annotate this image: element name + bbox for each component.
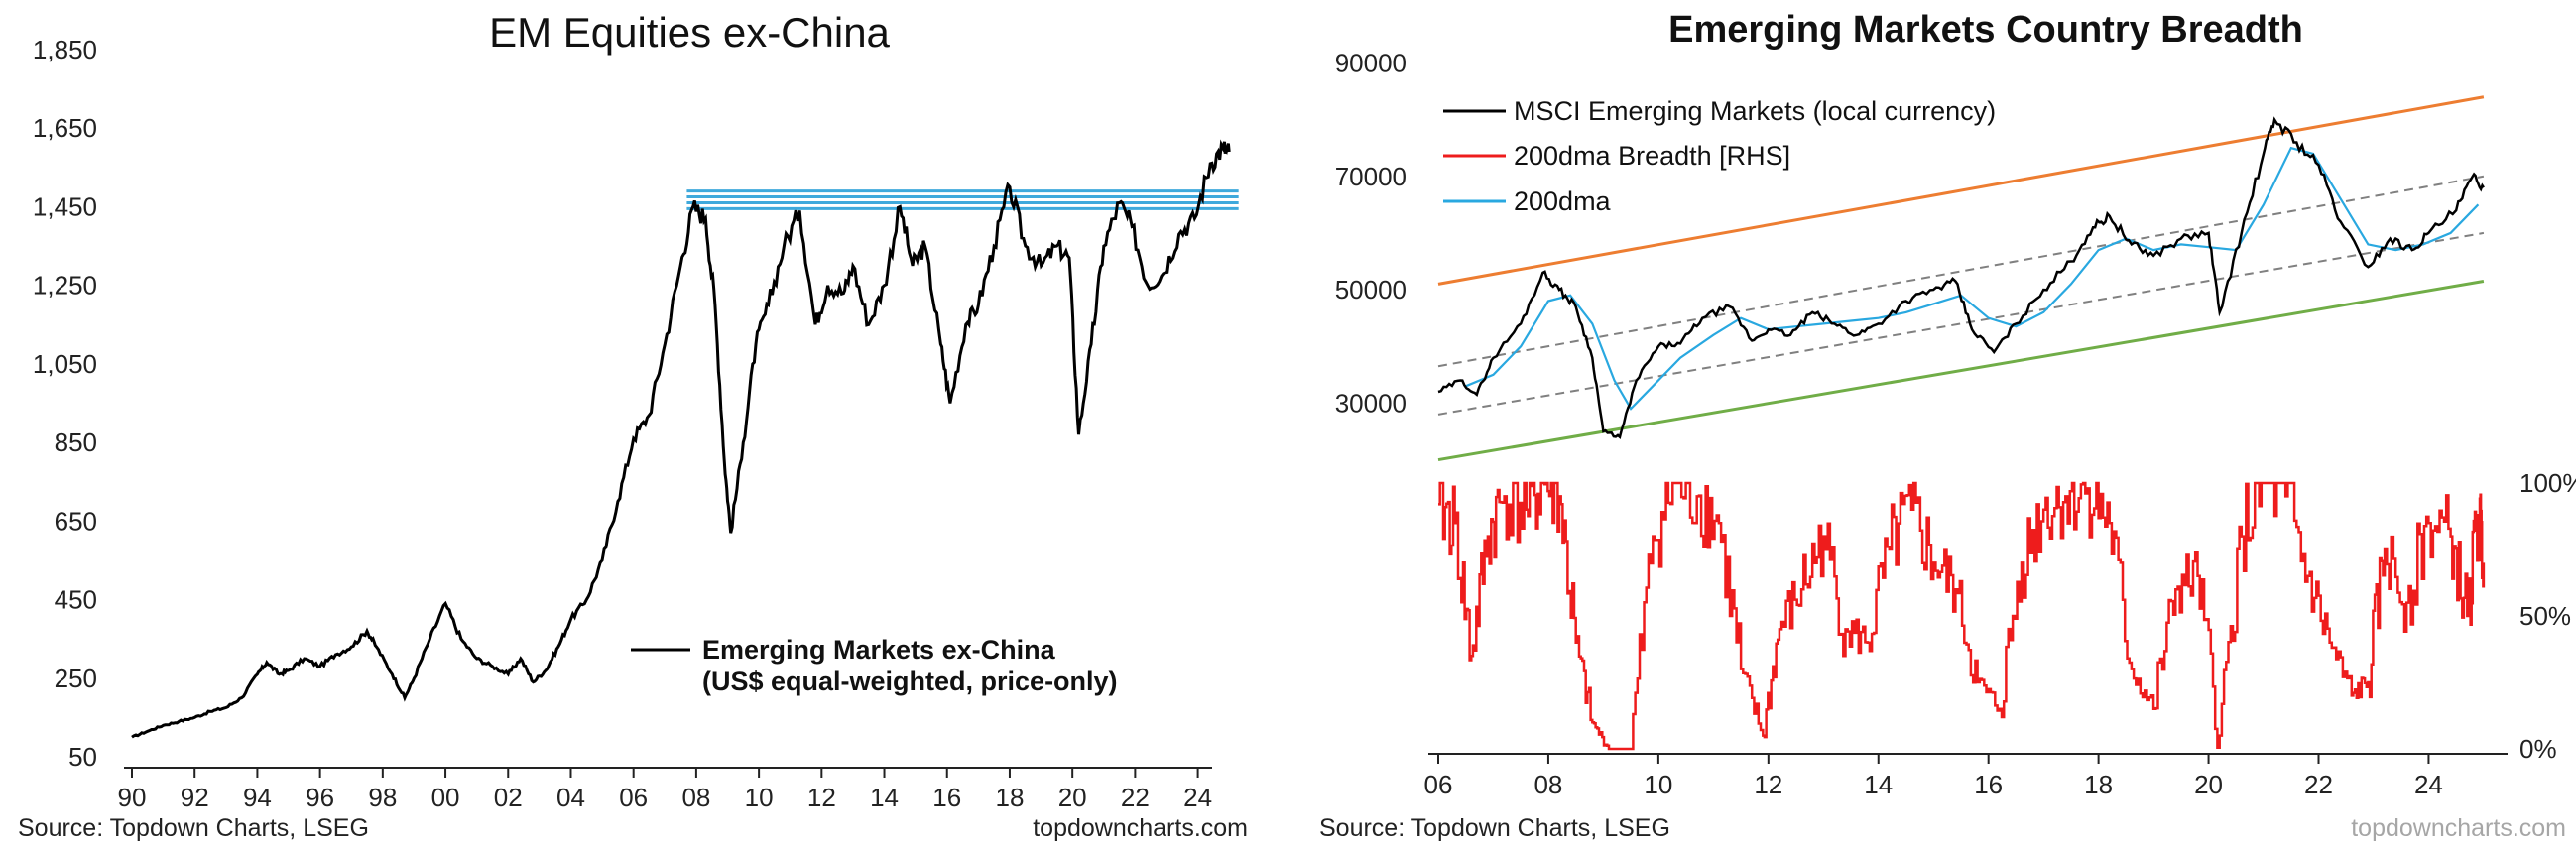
right-left-y-axis: 90000 70000 50000 30000	[1335, 48, 1407, 418]
left-x-tick-label: 04	[556, 783, 585, 812]
em-country-breadth-chart: Emerging Markets Country Breadth 90000 70…	[1319, 9, 2576, 842]
right-left-y-tick-label: 90000	[1335, 48, 1407, 77]
right-x-axis: 06 08 10 12 14 16 18 20 22 24	[1424, 754, 2443, 799]
channel-dashed-line	[1437, 175, 2485, 368]
right-left-y-tick-label: 50000	[1335, 275, 1407, 304]
trend-channel	[1437, 95, 2485, 462]
msci-series-line	[1437, 116, 2485, 440]
left-x-tick-label: 24	[1183, 783, 1212, 812]
left-x-tick-label: 00	[431, 783, 460, 812]
left-x-axis: 90 92 94 96 98 00 02 04 06 08 10 12 14 16 18 20 22 24	[118, 768, 1212, 812]
left-chart-title: EM Equities ex-China	[489, 9, 890, 56]
right-right-y-axis: 100% 50% 0%	[2519, 468, 2576, 764]
legend-label-msci: MSCI Emerging Markets (local currency)	[1514, 96, 1996, 126]
left-chart-panel: EM Equities ex-China 1,850 1,650 1,450 1,25…	[0, 0, 1280, 850]
left-legend: Emerging Markets ex-China (US$ equal-wei…	[631, 635, 1118, 696]
right-x-tick-label: 14	[1864, 770, 1893, 799]
right-right-y-tick-label: 0%	[2519, 734, 2557, 764]
left-x-tick-label: 22	[1121, 783, 1150, 812]
left-legend-line1: Emerging Markets ex-China	[702, 635, 1056, 665]
left-x-tick-label: 12	[807, 783, 836, 812]
right-x-tick-label: 20	[2194, 770, 2223, 799]
left-x-tick-label: 08	[681, 783, 710, 812]
right-x-tick-label: 18	[2084, 770, 2113, 799]
left-x-tick-label: 94	[243, 783, 272, 812]
channel-lower-line	[1437, 280, 2485, 462]
left-y-tick-label: 1,650	[33, 113, 97, 143]
right-chart-title: Emerging Markets Country Breadth	[1668, 9, 2303, 51]
left-x-tick-label: 14	[870, 783, 899, 812]
right-x-tick-label: 22	[2304, 770, 2333, 799]
left-legend-line2: (US$ equal-weighted, price-only)	[702, 667, 1118, 696]
right-x-tick-label: 08	[1533, 770, 1562, 799]
right-x-tick-label: 16	[1974, 770, 2003, 799]
left-x-tick-label: 18	[995, 783, 1024, 812]
left-x-tick-label: 90	[118, 783, 147, 812]
left-y-tick-label: 1,050	[33, 349, 97, 379]
left-x-tick-label: 10	[745, 783, 774, 812]
left-y-tick-label: 1,850	[33, 35, 97, 64]
left-y-tick-label: 50	[68, 742, 97, 772]
left-y-tick-label: 250	[55, 664, 97, 693]
left-y-tick-label: 650	[55, 506, 97, 536]
right-left-y-tick-label: 30000	[1335, 388, 1407, 418]
right-left-y-tick-label: 70000	[1335, 162, 1407, 191]
em-ex-china-series-line	[131, 139, 1231, 739]
left-x-tick-label: 20	[1058, 783, 1087, 812]
right-x-tick-label: 24	[2414, 770, 2443, 799]
em-ex-china-chart: EM Equities ex-China 1,850 1,650 1,450 1,25…	[18, 9, 1248, 842]
right-x-tick-label: 12	[1754, 770, 1782, 799]
left-y-axis: 1,850 1,650 1,450 1,250 1,050 850 650 450 250 50	[33, 35, 97, 772]
right-legend: MSCI Emerging Markets (local currency) 2…	[1443, 96, 1996, 216]
left-y-tick-label: 450	[55, 585, 97, 615]
left-y-tick-label: 1,450	[33, 191, 97, 221]
left-y-tick-label: 1,250	[33, 271, 97, 301]
channel-dashed-line	[1437, 231, 2485, 416]
right-right-y-tick-label: 100%	[2519, 468, 2576, 498]
right-brand-text: topdowncharts.com	[2351, 814, 2566, 842]
left-x-tick-label: 96	[306, 783, 334, 812]
left-x-tick-label: 16	[932, 783, 961, 812]
breadth-series-line	[1438, 481, 2486, 751]
right-source-note: Source: Topdown Charts, LSEG	[1319, 814, 1670, 842]
left-source-note: Source: Topdown Charts, LSEG	[18, 814, 369, 842]
left-x-tick-label: 92	[181, 783, 209, 812]
legend-label-dma: 200dma	[1514, 186, 1612, 216]
resistance-band	[686, 189, 1239, 210]
right-x-tick-label: 10	[1644, 770, 1672, 799]
left-x-tick-label: 98	[368, 783, 397, 812]
left-x-tick-label: 06	[619, 783, 648, 812]
left-x-tick-label: 02	[494, 783, 523, 812]
right-x-tick-label: 06	[1424, 770, 1453, 799]
right-right-y-tick-label: 50%	[2519, 601, 2571, 631]
left-y-tick-label: 850	[55, 427, 97, 457]
right-chart-panel: Emerging Markets Country Breadth 90000 70…	[1289, 0, 2576, 850]
channel-upper-line	[1437, 95, 2485, 286]
legend-label-breadth: 200dma Breadth [RHS]	[1514, 141, 1790, 171]
left-brand-text: topdowncharts.com	[1033, 814, 1248, 842]
